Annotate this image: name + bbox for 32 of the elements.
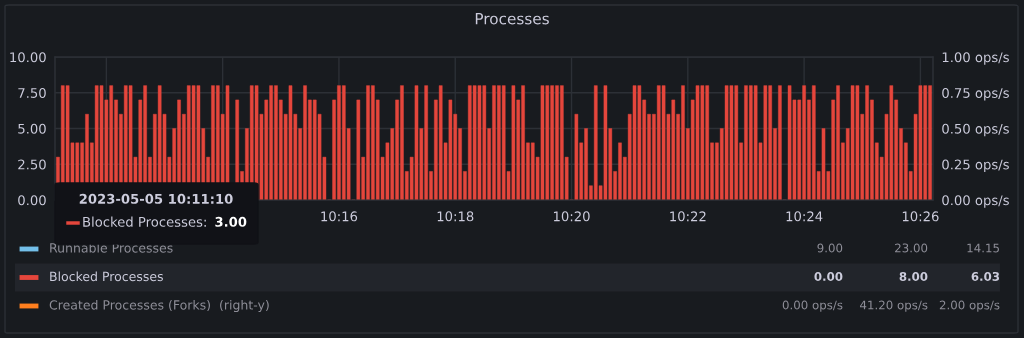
- text: 8.00: [899, 272, 928, 281]
- y2-tick-label: 0.75 ops/s: [942, 87, 1009, 101]
- y-tick-label: 5.00: [18, 123, 46, 134]
- y-tick-label: 10.00: [10, 52, 46, 63]
- y2-tick-label: 0.00 ops/s: [942, 195, 1009, 208]
- x-tick-label: 10:18: [437, 211, 474, 222]
- y2-tick-label: 1.00 ops/s: [942, 52, 1009, 65]
- x-tick-label: 10:26: [902, 211, 939, 222]
- legend-label: Created Processes (Forks) (right-y): [49, 299, 269, 313]
- text: 23.00: [895, 243, 928, 253]
- text: 41.20 ops/s: [860, 300, 928, 312]
- y-tick-label: 0.00: [18, 195, 46, 206]
- text: 2.00 ops/s: [939, 300, 1000, 312]
- y2-tick-label: 0.25 ops/s: [942, 159, 1009, 173]
- text: 0.00 ops/s: [782, 300, 843, 312]
- chart-title: Processes: [475, 13, 549, 25]
- x-tick-label: 10:22: [670, 211, 706, 222]
- text: 3.00: [215, 216, 247, 227]
- text: 14.15: [967, 243, 999, 253]
- text: 6.03: [971, 272, 1000, 281]
- legend-label: Blocked Processes: [50, 271, 163, 282]
- annotation: 2023-05-05 10:11:10: [79, 193, 233, 204]
- x-tick-label: 10:20: [553, 211, 590, 222]
- y2-tick-label: 0.50 ops/s: [942, 123, 1009, 137]
- x-tick-label: 10:16: [321, 211, 358, 222]
- y-tick-label: 7.50: [18, 87, 46, 98]
- text: 0.00: [814, 272, 843, 281]
- y-tick-label: 2.50: [18, 159, 46, 170]
- x-tick-label: 10:24: [786, 211, 823, 222]
- legend-label: Runnable Processes: [50, 242, 173, 253]
- text: Blocked Processes:: [83, 216, 206, 227]
- text: 9.00: [817, 243, 843, 253]
